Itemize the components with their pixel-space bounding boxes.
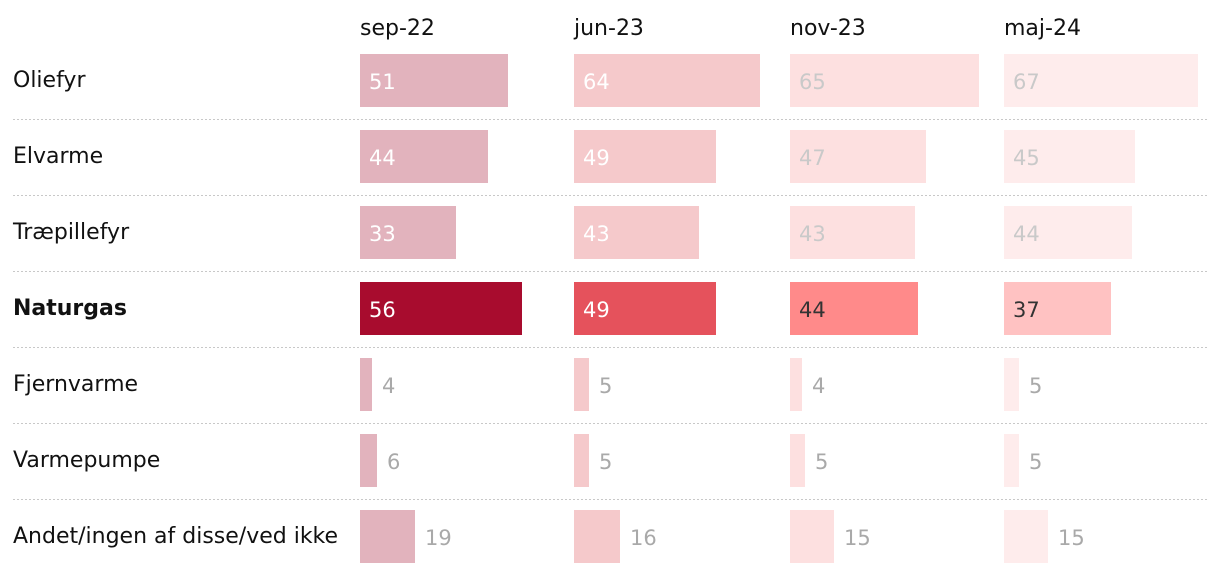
value-label-elvarme-nov-23: 47: [799, 146, 826, 170]
value-label-traepillefyr-jun-23: 43: [583, 222, 610, 246]
value-label-traepillefyr-sep-22: 33: [369, 222, 396, 246]
column-header-sep-22: sep-22: [360, 16, 435, 41]
bar-andet-ingen-af-disse-ved-ikke-maj-24: [1004, 510, 1048, 563]
bar-oliefyr-jun-23: [574, 54, 760, 107]
value-label-fjernvarme-nov-23: 4: [812, 374, 825, 398]
value-label-fjernvarme-maj-24: 5: [1029, 374, 1042, 398]
bar-fjernvarme-sep-22: [360, 358, 372, 411]
bar-andet-ingen-af-disse-ved-ikke-jun-23: [574, 510, 620, 563]
column-header-nov-23: nov-23: [790, 16, 866, 41]
value-label-traepillefyr-nov-23: 43: [799, 222, 826, 246]
value-label-varmepumpe-nov-23: 5: [815, 450, 828, 474]
bar-traepillefyr-nov-23: [790, 206, 915, 259]
value-label-oliefyr-nov-23: 65: [799, 70, 826, 94]
bar-traepillefyr-maj-24: [1004, 206, 1132, 259]
bar-andet-ingen-af-disse-ved-ikke-nov-23: [790, 510, 834, 563]
bar-varmepumpe-jun-23: [574, 434, 589, 487]
row-label-oliefyr: Oliefyr: [13, 68, 86, 93]
value-label-oliefyr-jun-23: 64: [583, 70, 610, 94]
row-label-fjernvarme: Fjernvarme: [13, 372, 138, 397]
value-label-andet-ingen-af-disse-ved-ikke-nov-23: 15: [844, 526, 871, 550]
value-label-oliefyr-sep-22: 51: [369, 70, 396, 94]
bar-andet-ingen-af-disse-ved-ikke-sep-22: [360, 510, 415, 563]
value-label-andet-ingen-af-disse-ved-ikke-jun-23: 16: [630, 526, 657, 550]
bar-oliefyr-maj-24: [1004, 54, 1198, 107]
column-header-maj-24: maj-24: [1004, 16, 1081, 41]
bar-traepillefyr-jun-23: [574, 206, 699, 259]
bar-fjernvarme-jun-23: [574, 358, 589, 411]
bar-fjernvarme-maj-24: [1004, 358, 1019, 411]
row-label-elvarme: Elvarme: [13, 144, 103, 169]
bar-elvarme-jun-23: [574, 130, 716, 183]
value-label-varmepumpe-sep-22: 6: [387, 450, 400, 474]
bar-oliefyr-nov-23: [790, 54, 979, 107]
bar-varmepumpe-sep-22: [360, 434, 377, 487]
row-label-varmepumpe: Varmepumpe: [13, 448, 160, 473]
value-label-elvarme-maj-24: 45: [1013, 146, 1040, 170]
value-label-oliefyr-maj-24: 67: [1013, 70, 1040, 94]
bar-naturgas-maj-24: [1004, 282, 1111, 335]
bar-naturgas-jun-23: [574, 282, 716, 335]
value-label-andet-ingen-af-disse-ved-ikke-maj-24: 15: [1058, 526, 1085, 550]
row-label-andet-ingen-af-disse-ved-ikke: Andet/ingen af disse/ved ikke: [13, 524, 338, 549]
value-label-fjernvarme-sep-22: 4: [382, 374, 395, 398]
bar-varmepumpe-maj-24: [1004, 434, 1019, 487]
bar-traepillefyr-sep-22: [360, 206, 456, 259]
bar-naturgas-nov-23: [790, 282, 918, 335]
value-label-traepillefyr-maj-24: 44: [1013, 222, 1040, 246]
bar-fjernvarme-nov-23: [790, 358, 802, 411]
value-label-varmepumpe-jun-23: 5: [599, 450, 612, 474]
value-label-fjernvarme-jun-23: 5: [599, 374, 612, 398]
bar-elvarme-nov-23: [790, 130, 926, 183]
row-label-traepillefyr: Træpillefyr: [12, 220, 130, 245]
value-label-andet-ingen-af-disse-ved-ikke-sep-22: 19: [425, 526, 452, 550]
value-label-naturgas-sep-22: 56: [369, 298, 396, 322]
bar-elvarme-sep-22: [360, 130, 488, 183]
value-label-naturgas-maj-24: 37: [1013, 298, 1040, 322]
value-label-varmepumpe-maj-24: 5: [1029, 450, 1042, 474]
value-label-naturgas-nov-23: 44: [799, 298, 826, 322]
value-label-elvarme-jun-23: 49: [583, 146, 610, 170]
bar-naturgas-sep-22: [360, 282, 522, 335]
value-label-naturgas-jun-23: 49: [583, 298, 610, 322]
bar-elvarme-maj-24: [1004, 130, 1135, 183]
bar-varmepumpe-nov-23: [790, 434, 805, 487]
row-label-naturgas: Naturgas: [13, 296, 127, 321]
bar-oliefyr-sep-22: [360, 54, 508, 107]
value-label-elvarme-sep-22: 44: [369, 146, 396, 170]
column-header-jun-23: jun-23: [573, 16, 644, 41]
